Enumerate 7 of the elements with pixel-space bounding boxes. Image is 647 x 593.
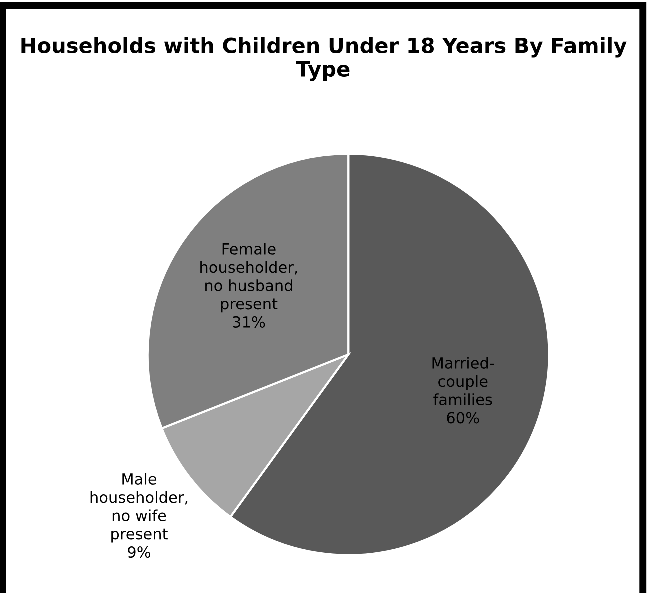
slice-label: Married- couple families <box>432 357 494 406</box>
data-label: 9% <box>128 546 151 558</box>
data-label: 60% <box>447 412 480 424</box>
chart-title: Households with Children Under 18 Years By Family Type <box>22 37 627 82</box>
data-label: 31% <box>233 316 266 328</box>
slice-label: Male householder, no wife present <box>90 473 188 543</box>
slice-label: Female householder, no husband present <box>200 243 298 313</box>
